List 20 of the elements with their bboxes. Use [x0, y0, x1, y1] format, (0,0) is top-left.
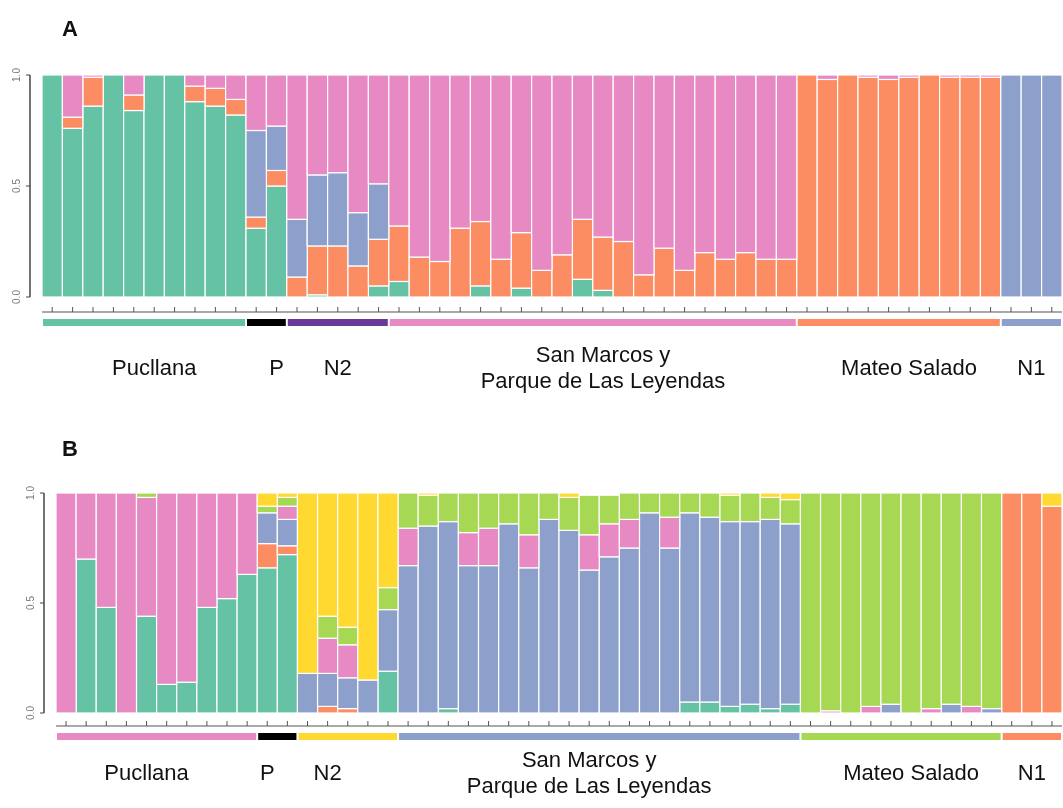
x-tick-label: N2 — [313, 760, 342, 785]
y-tick-label: 0.5 — [25, 595, 36, 610]
x-tick-label: Pucllana — [112, 355, 198, 380]
x-tick-label: Mateo Salado — [843, 760, 979, 785]
x-tick-label: N2 — [323, 355, 352, 380]
x-tick-label: N1 — [1017, 760, 1046, 785]
x-tick-label: P — [259, 760, 275, 785]
y-tick-label: 0.0 — [25, 705, 36, 720]
y-tick-label: 1.0 — [11, 67, 22, 82]
chart-title: B — [62, 436, 78, 461]
x-tick-label: Mateo Salado — [841, 355, 977, 380]
x-tick-label: San Marcos y Parque de Las Leyendas — [480, 342, 726, 393]
y-tick-label: 0.0 — [11, 289, 22, 304]
x-tick-label: San Marcos y Parque de Las Leyendas — [466, 747, 712, 798]
x-tick-label: Pucllana — [104, 760, 190, 785]
chart-title: A — [62, 16, 78, 41]
x-tick-label: N1 — [1017, 355, 1046, 380]
x-tick-label: P — [269, 355, 284, 380]
y-tick-label: 1.0 — [25, 485, 36, 500]
y-tick-label: 0.5 — [11, 178, 22, 193]
